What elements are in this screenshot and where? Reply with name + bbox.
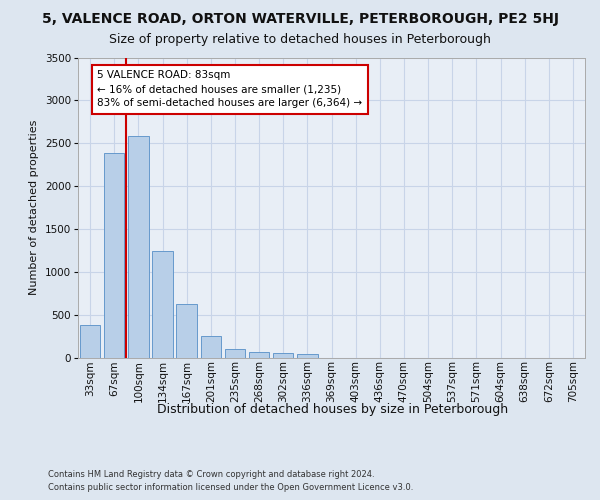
Bar [273, 353, 293, 358]
Text: Size of property relative to detached houses in Peterborough: Size of property relative to detached ho… [109, 32, 491, 46]
Y-axis label: Number of detached properties: Number of detached properties [29, 120, 39, 295]
Text: 5, VALENCE ROAD, ORTON WATERVILLE, PETERBOROUGH, PE2 5HJ: 5, VALENCE ROAD, ORTON WATERVILLE, PETER… [41, 12, 559, 26]
Bar [249, 352, 269, 358]
Text: Distribution of detached houses by size in Peterborough: Distribution of detached houses by size … [157, 402, 509, 415]
Bar [224, 350, 245, 358]
Text: Contains HM Land Registry data © Crown copyright and database right 2024.
Contai: Contains HM Land Registry data © Crown c… [48, 470, 413, 492]
Bar [152, 251, 173, 358]
Bar [128, 136, 149, 358]
Bar [200, 336, 221, 357]
Bar [297, 354, 317, 358]
Text: 5 VALENCE ROAD: 83sqm
← 16% of detached houses are smaller (1,235)
83% of semi-d: 5 VALENCE ROAD: 83sqm ← 16% of detached … [97, 70, 362, 108]
Bar [104, 152, 124, 358]
Bar [176, 304, 197, 358]
Bar [80, 325, 100, 358]
